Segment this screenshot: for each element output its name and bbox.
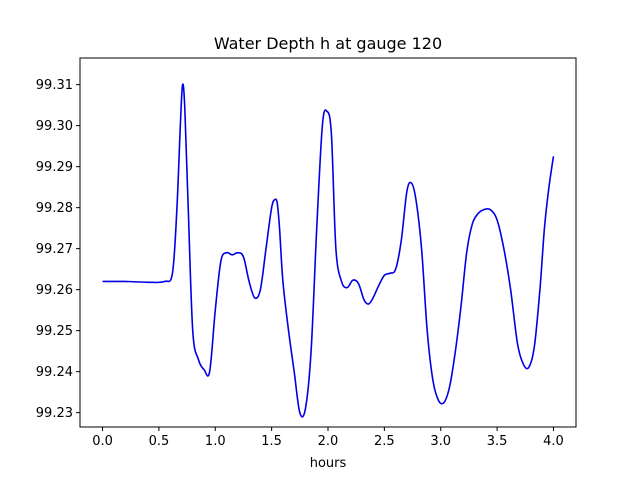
x-tick-label: 2.5 bbox=[374, 434, 395, 449]
y-tick-label: 99.26 bbox=[36, 283, 73, 298]
x-tick-label: 1.0 bbox=[205, 434, 226, 449]
x-tick-label: 0.0 bbox=[92, 434, 113, 449]
y-tick-label: 99.28 bbox=[36, 201, 73, 216]
y-tick-label: 99.30 bbox=[36, 119, 73, 134]
y-tick-label: 99.24 bbox=[36, 365, 73, 380]
series-layer bbox=[102, 83, 555, 418]
x-tick-label: 0.5 bbox=[149, 434, 170, 449]
x-tick-label: 1.5 bbox=[261, 434, 282, 449]
series-line bbox=[102, 83, 555, 418]
x-tick-label: 3.0 bbox=[430, 434, 451, 449]
y-axis: 99.23 99.24 99.25 99.26 99.27 99.28 99.29 99.30… bbox=[36, 78, 80, 421]
chart-title: Water Depth h at gauge 120 bbox=[214, 34, 442, 53]
x-tick-label: 4.0 bbox=[543, 434, 564, 449]
x-tick-label: 3.5 bbox=[487, 434, 508, 449]
y-tick-label: 99.29 bbox=[36, 160, 73, 175]
x-axis-label: hours bbox=[310, 456, 347, 471]
y-tick-label: 99.27 bbox=[36, 242, 73, 257]
x-tick-label: 2.0 bbox=[318, 434, 339, 449]
y-tick-label: 99.31 bbox=[36, 78, 73, 93]
x-axis: 0.0 0.5 1.0 1.5 2.0 2.5 3.0 3.5 4.0 bbox=[92, 427, 564, 449]
y-tick-label: 99.25 bbox=[36, 324, 73, 339]
y-tick-label: 99.23 bbox=[36, 406, 73, 421]
